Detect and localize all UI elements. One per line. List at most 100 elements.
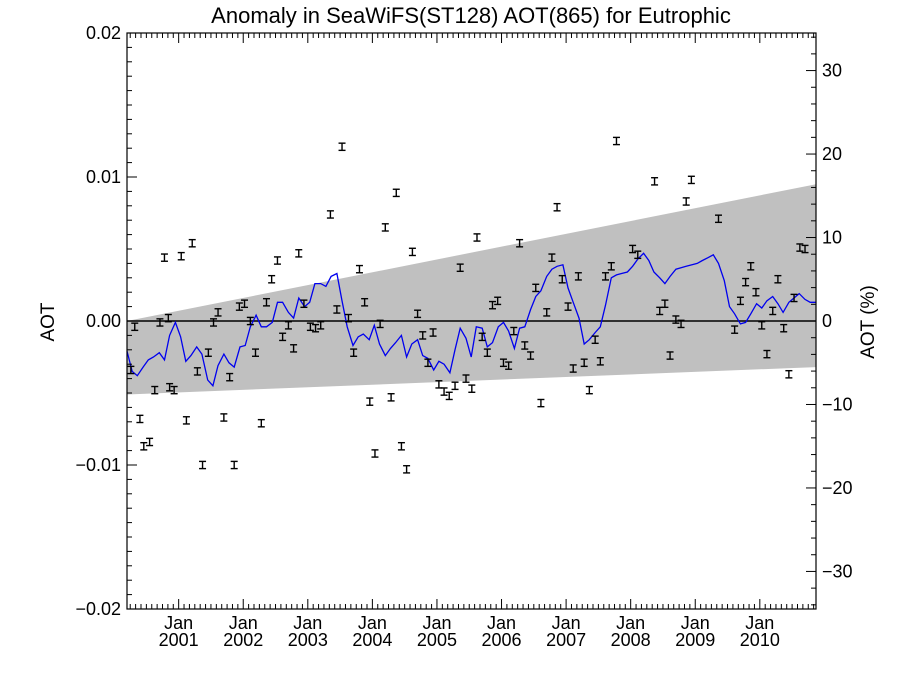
- data-point: [366, 397, 374, 406]
- data-point: [499, 358, 507, 368]
- chart-title: Anomaly in SeaWiFS(ST128) AOT(865) for E…: [211, 3, 731, 28]
- data-point: [246, 316, 254, 326]
- data-point: [651, 177, 659, 186]
- data-point: [612, 136, 620, 146]
- series-line: [126, 252, 816, 388]
- data-point: [361, 297, 369, 307]
- y-tick-label-right: 0: [822, 311, 832, 331]
- x-tick-label-month: Jan: [745, 613, 774, 633]
- y-tick-label-left: −0.01: [75, 455, 121, 475]
- band-area: [127, 184, 816, 395]
- data-point: [160, 253, 168, 262]
- data-point: [376, 319, 384, 329]
- data-point: [682, 197, 690, 206]
- x-tick-label-year: 2007: [546, 630, 586, 650]
- data-point: [488, 300, 496, 310]
- data-point: [774, 274, 782, 284]
- data-point: [193, 367, 201, 376]
- x-tick-label-month: Jan: [293, 613, 322, 633]
- y-tick-label-left: 0.01: [86, 167, 121, 187]
- data-point: [763, 349, 771, 359]
- data-point: [371, 449, 379, 458]
- data-point: [257, 418, 265, 428]
- data-point: [677, 319, 685, 329]
- data-point: [204, 348, 212, 357]
- data-point: [397, 441, 405, 451]
- data-points-series: [127, 136, 809, 474]
- data-point: [235, 302, 243, 311]
- x-tick-label-year: 2002: [223, 630, 263, 650]
- x-tick-label-month: Jan: [164, 613, 193, 633]
- data-point: [408, 247, 416, 257]
- data-point: [414, 309, 422, 319]
- data-point: [241, 299, 249, 309]
- data-point: [131, 322, 139, 332]
- data-point: [451, 381, 459, 391]
- data-point: [714, 214, 722, 224]
- data-point: [505, 361, 513, 370]
- data-point: [510, 326, 518, 336]
- data-point: [226, 372, 234, 382]
- data-point: [527, 351, 535, 360]
- data-point: [387, 393, 395, 402]
- data-point: [262, 297, 270, 307]
- data-point: [661, 299, 669, 309]
- data-point: [156, 318, 164, 327]
- data-point: [312, 323, 320, 333]
- data-point: [666, 351, 674, 360]
- data-point: [350, 348, 358, 357]
- data-point: [392, 188, 400, 198]
- data-point: [521, 341, 529, 350]
- x-tick-label-year: 2006: [482, 630, 522, 650]
- data-point: [199, 460, 207, 470]
- data-point: [591, 335, 599, 345]
- data-point: [752, 287, 760, 297]
- data-point: [731, 325, 739, 334]
- data-point: [785, 369, 793, 379]
- data-point: [440, 387, 448, 396]
- y-axis-label-right: AOT (%): [858, 285, 879, 359]
- x-tick-label-month: Jan: [552, 613, 581, 633]
- data-point: [564, 302, 572, 311]
- x-tick-label-month: Jan: [616, 613, 645, 633]
- data-point: [429, 328, 437, 337]
- data-point: [553, 202, 561, 212]
- x-tick-label-month: Jan: [229, 613, 258, 633]
- y-tick-label-right: −30: [822, 561, 853, 581]
- data-point: [569, 364, 577, 373]
- data-point: [326, 210, 334, 219]
- tick-labels: 0.020.010.00−0.01−0.023020100−10−20−30Ja…: [75, 23, 852, 650]
- data-point: [543, 308, 551, 317]
- y-tick-label-left: 0.00: [86, 311, 121, 331]
- data-point: [284, 321, 292, 330]
- data-point: [151, 385, 159, 395]
- data-point: [419, 331, 427, 340]
- y-axis-label-left: AOT: [38, 302, 59, 341]
- data-point: [166, 382, 174, 392]
- data-point: [344, 313, 352, 323]
- data-point: [220, 413, 228, 422]
- x-tick-label-year: 2010: [740, 630, 780, 650]
- data-point: [580, 358, 588, 368]
- data-point: [494, 296, 502, 306]
- data-point: [516, 238, 524, 248]
- data-point: [462, 374, 470, 383]
- x-tick-label-month: Jan: [487, 613, 516, 633]
- data-point: [170, 385, 178, 395]
- data-point: [403, 465, 411, 474]
- data-point: [548, 253, 556, 262]
- data-point: [473, 233, 481, 242]
- x-tick-label-year: 2005: [417, 630, 457, 650]
- data-point: [333, 305, 341, 314]
- y-tick-label-right: 30: [822, 61, 842, 81]
- data-point: [230, 460, 238, 470]
- data-point: [596, 357, 604, 366]
- data-point: [796, 243, 804, 252]
- data-point: [317, 321, 325, 330]
- data-point: [736, 296, 744, 306]
- data-point: [629, 244, 637, 254]
- data-point: [306, 322, 314, 332]
- data-point: [468, 384, 476, 393]
- data-point: [188, 238, 196, 248]
